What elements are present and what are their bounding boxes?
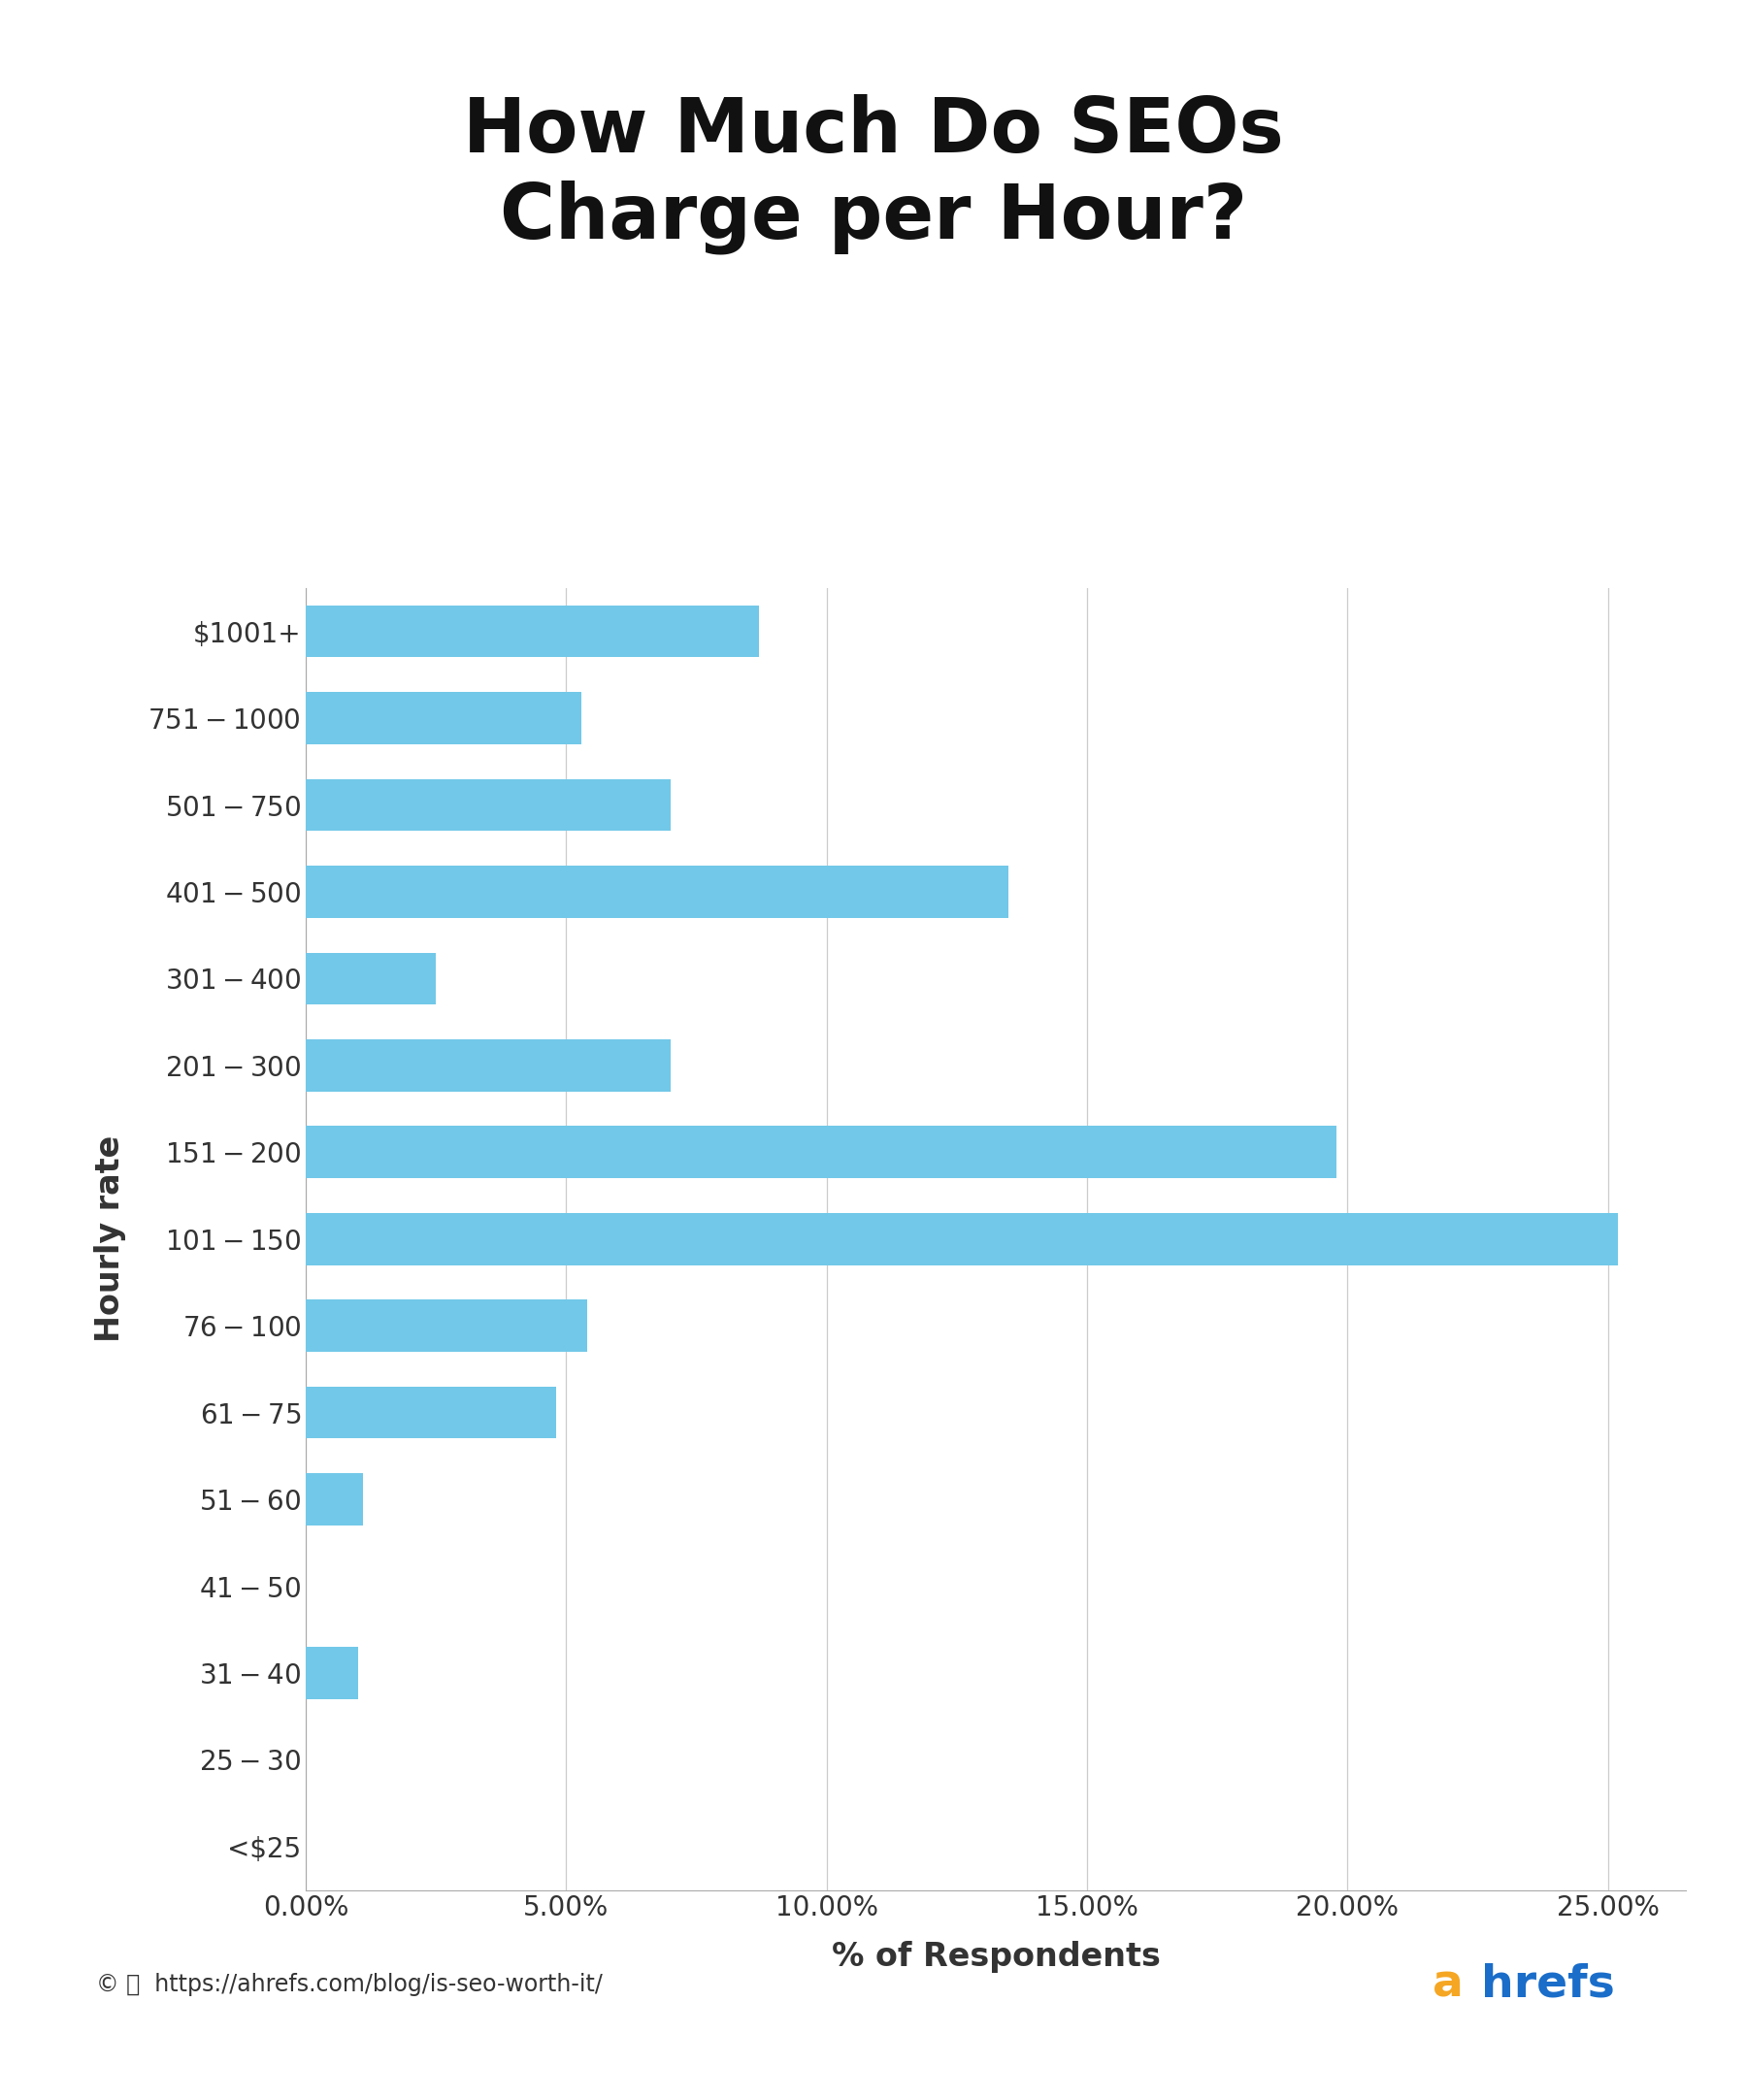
Bar — [306, 693, 582, 743]
Bar — [306, 1126, 1336, 1178]
Text: hrefs: hrefs — [1481, 1964, 1616, 2005]
Bar — [306, 865, 1008, 918]
Bar — [306, 1300, 587, 1352]
Bar — [306, 1040, 671, 1092]
Bar — [306, 1474, 363, 1525]
Bar — [306, 1646, 358, 1699]
Bar — [306, 1214, 1618, 1264]
Bar — [306, 953, 437, 1004]
Text: © ⓘ  https://ahrefs.com/blog/is-seo-worth-it/: © ⓘ https://ahrefs.com/blog/is-seo-worth… — [96, 1972, 603, 1997]
Text: a: a — [1433, 1964, 1464, 2005]
X-axis label: % of Respondents: % of Respondents — [832, 1940, 1160, 1972]
Bar — [306, 1386, 556, 1438]
Y-axis label: Hourly rate: Hourly rate — [94, 1136, 126, 1342]
Text: How Much Do SEOs
Charge per Hour?: How Much Do SEOs Charge per Hour? — [463, 94, 1284, 254]
Bar — [306, 605, 758, 657]
Bar — [306, 779, 671, 832]
